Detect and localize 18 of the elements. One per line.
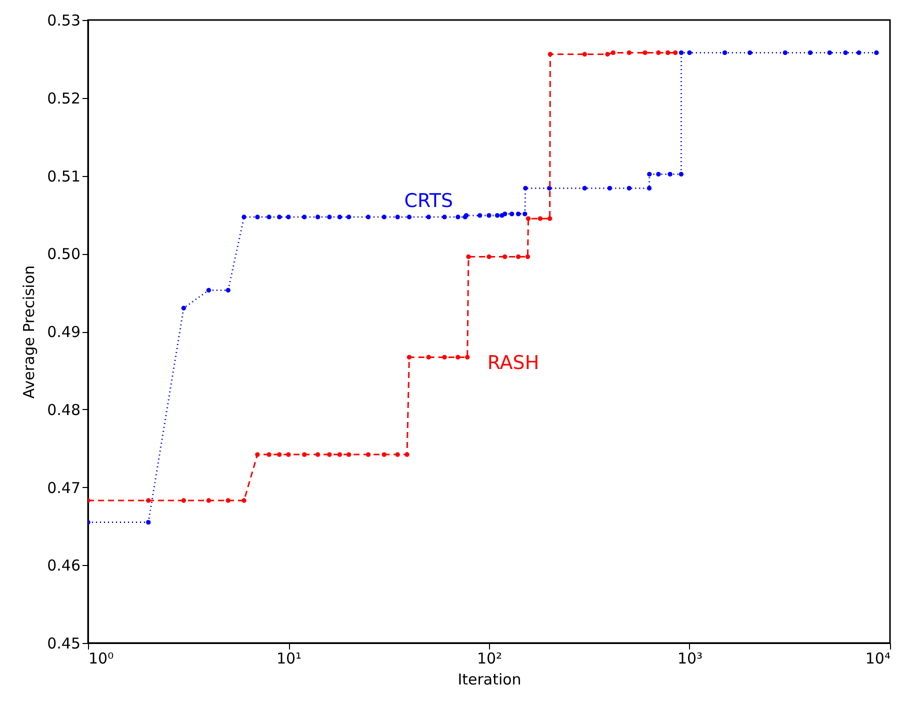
y-tick-label: 0.49 (47, 323, 80, 341)
y-tick-label: 0.50 (47, 245, 80, 264)
x-tick-label: 10⁴ (865, 650, 890, 668)
series-label: RASH (487, 352, 540, 374)
x-tick-label: 10³ (677, 650, 703, 668)
y-tick-label: 0.48 (47, 400, 80, 419)
y-tick-label: 0.47 (47, 478, 80, 497)
y-tick-label: 0.51 (47, 167, 80, 186)
y-axis-title: Average Precision (20, 265, 38, 399)
x-tick-label: 10⁰ (88, 650, 114, 668)
x-tick-label: 10² (476, 650, 502, 668)
x-tick-label: 10¹ (276, 650, 302, 668)
y-tick-label: 0.45 (47, 634, 80, 652)
x-axis-title: Iteration (458, 670, 522, 688)
y-tick-label: 0.46 (47, 556, 80, 575)
y-tick-label: 0.52 (47, 89, 80, 108)
y-tick-label: 0.53 (47, 12, 80, 30)
series-label: CRTS (404, 190, 454, 212)
